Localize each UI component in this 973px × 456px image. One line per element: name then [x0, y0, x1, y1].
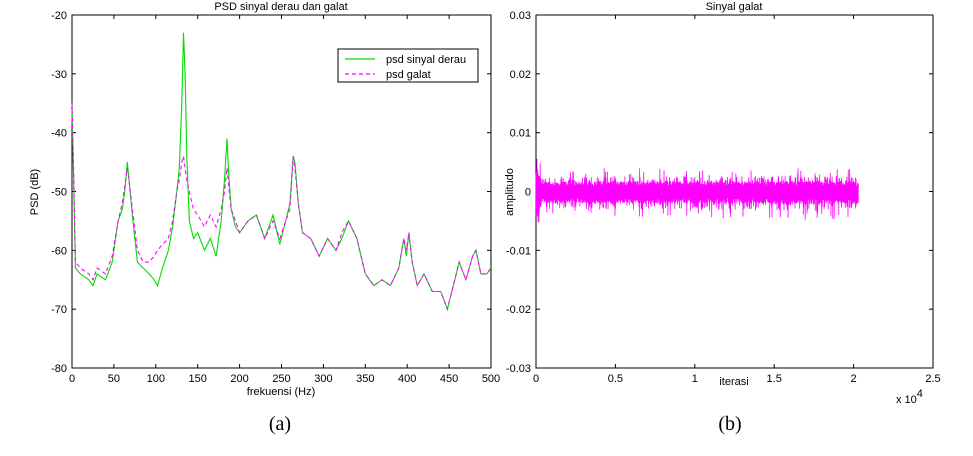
psd-x-tick-label: 400 [398, 373, 416, 385]
psd-legend-box [337, 48, 479, 83]
psd-y-tick-label: -60 [51, 245, 67, 257]
error-chart-title: Sinyal galat [706, 1, 763, 13]
x-multiplier-label: x 104 [896, 388, 923, 406]
error-x-axis-label: iterasi [719, 376, 748, 388]
caption-a: (a) [269, 413, 291, 435]
error-x-tick-label: 1.5 [767, 373, 782, 385]
error-y-tick-label: 0.01 [510, 128, 531, 140]
error-y-tick-label: -0.01 [506, 245, 531, 257]
legend-label-galat: psd galat [386, 69, 431, 81]
psd-x-tick-label: 350 [356, 373, 374, 385]
error-y-tick-label: 0 [525, 187, 531, 199]
psd-x-tick-label: 250 [272, 373, 290, 385]
psd-x-tick-label: 0 [69, 373, 75, 385]
error-y-tick-label: -0.03 [506, 363, 531, 375]
error-y-tick-label: 0.03 [510, 10, 531, 22]
psd-y-tick-label: -40 [51, 128, 67, 140]
error-signal-chart: 0 0.5 1 1.5 2 2.5 -0.03 -0.02 -0.01 0 0.01 0.02 0.03… [504, 1, 941, 406]
x-multiplier-exponent: 4 [917, 388, 923, 400]
psd-x-tick-label: 200 [230, 373, 248, 385]
legend-label-derau: psd sinyal derau [386, 54, 466, 66]
psd-y-axis-label: PSD (dB) [29, 169, 41, 215]
psd-x-tick-label: 50 [108, 373, 120, 385]
error-y-axis-label: amplitudo [504, 168, 516, 216]
psd-chart-title: PSD sinyal derau dan galat [214, 1, 347, 13]
error-x-tick-label: 2 [851, 373, 857, 385]
psd-y-tick-label: -30 [51, 69, 67, 81]
error-x-tick-label: 1 [692, 373, 698, 385]
psd-x-tick-label: 150 [189, 373, 207, 385]
error-x-tick-label: 2.5 [925, 373, 940, 385]
psd-x-tick-label: 450 [440, 373, 458, 385]
psd-y-tick-label: -70 [51, 304, 67, 316]
psd-chart: 0 50 100 150 200 250 300 350 400 450 500 -80 -70 -60 -… [29, 1, 500, 398]
psd-x-tick-label: 500 [482, 373, 500, 385]
psd-x-tick-label: 100 [147, 373, 165, 385]
psd-x-axis-label: frekuensi (Hz) [247, 386, 315, 398]
error-signal-line [535, 158, 859, 223]
error-y-tick-label: -0.02 [506, 304, 531, 316]
error-y-tick-label: 0.02 [510, 69, 531, 81]
psd-galat-line [71, 103, 492, 312]
error-x-tick-label: 0.5 [608, 373, 623, 385]
psd-legend: psd sinyal derau psd galat [337, 48, 479, 83]
psd-y-tick-label: -80 [51, 363, 67, 375]
psd-y-tick-label: -20 [51, 10, 67, 22]
psd-y-tick-label: -50 [51, 187, 67, 199]
caption-b: (b) [718, 413, 741, 435]
psd-x-tick-label: 300 [314, 373, 332, 385]
error-x-tick-label: 0 [533, 373, 539, 385]
